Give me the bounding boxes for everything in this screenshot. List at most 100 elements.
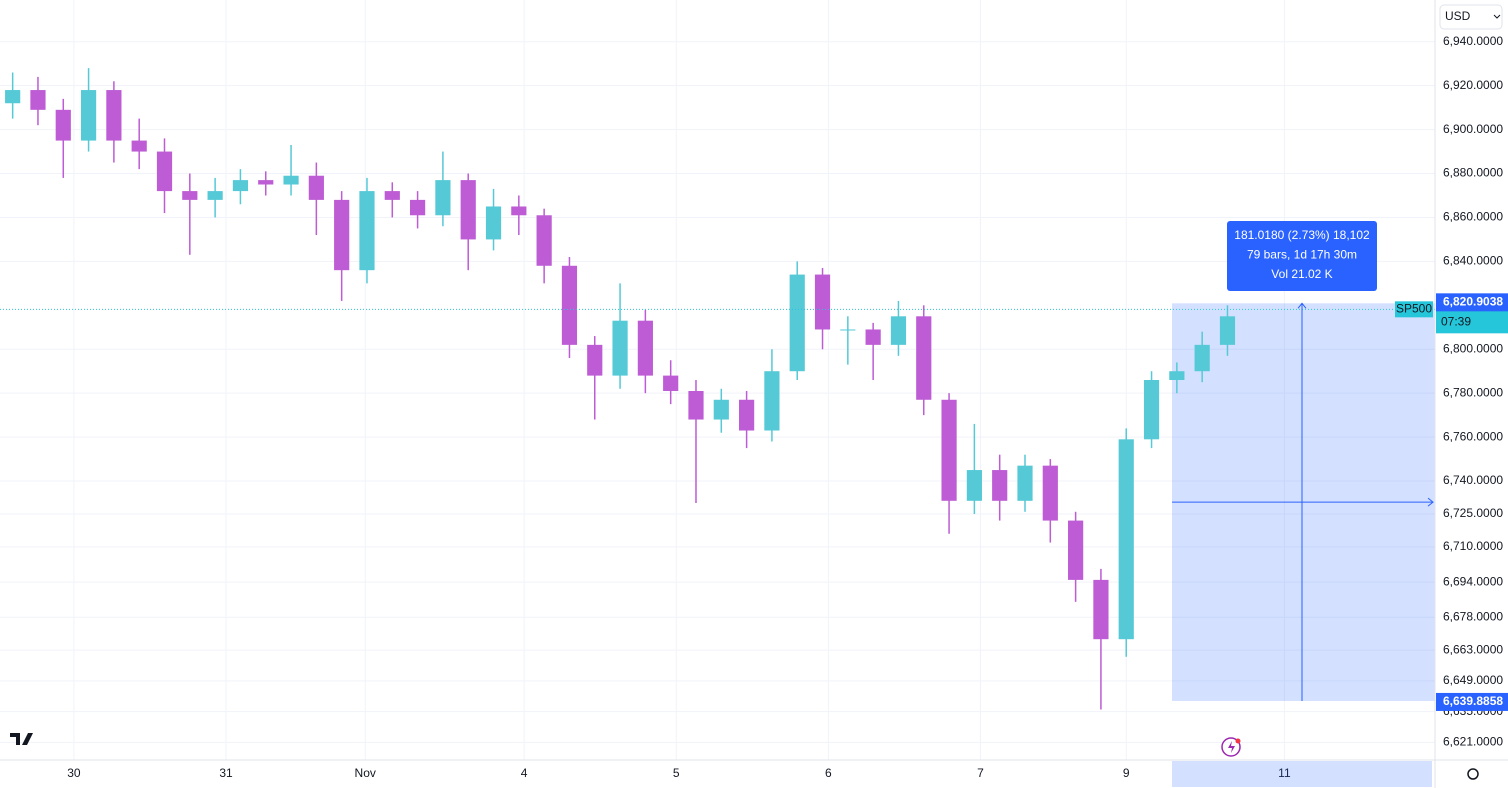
candle-body xyxy=(1169,371,1185,380)
x-tick-label: 5 xyxy=(673,766,680,780)
y-tick-label: 6,694.0000 xyxy=(1443,574,1503,588)
last-price-label: 6,820.9038 xyxy=(1443,295,1503,309)
candle-body xyxy=(30,90,46,110)
candle-body xyxy=(612,320,628,376)
candle-body xyxy=(5,90,21,104)
x-tick-label: 7 xyxy=(977,766,984,780)
candle-body xyxy=(587,344,603,376)
x-tick-label: 11 xyxy=(1278,766,1291,780)
y-tick-label: 6,621.0000 xyxy=(1443,735,1503,749)
measure-low-label: 6,639.8858 xyxy=(1443,694,1503,708)
y-tick-label: 6,880.0000 xyxy=(1443,166,1503,180)
y-tick-label: 6,940.0000 xyxy=(1443,34,1503,48)
dropdown-icon xyxy=(1493,14,1501,19)
price-box xyxy=(1436,293,1508,312)
candle-body xyxy=(1118,439,1134,640)
candle-body xyxy=(688,390,704,420)
candle-body xyxy=(1017,465,1033,501)
candle-body xyxy=(359,191,375,271)
x-tick-label: Nov xyxy=(355,766,376,780)
candle-body xyxy=(1194,344,1210,372)
candle-body xyxy=(460,180,476,240)
countdown-box xyxy=(1436,309,1508,334)
candle-body xyxy=(232,180,249,192)
x-tick-label: 4 xyxy=(521,766,528,780)
candle-body xyxy=(916,316,932,400)
candle-body xyxy=(941,399,957,501)
alert-bolt xyxy=(1228,741,1235,753)
symbol-tag xyxy=(1395,301,1433,318)
low-box xyxy=(1436,692,1508,711)
y-tick-label: 6,649.0000 xyxy=(1443,673,1503,687)
candle-body xyxy=(55,109,71,141)
currency-button[interactable] xyxy=(1439,4,1503,30)
candle-body xyxy=(713,399,729,420)
candle-body xyxy=(1143,380,1160,440)
candle-body xyxy=(334,199,350,271)
x-axis: 30 31 Nov 4 5 6 7 9 11 xyxy=(67,761,1432,787)
currency: USD xyxy=(1445,9,1471,23)
candle-body xyxy=(258,180,274,185)
candle-body xyxy=(789,274,805,372)
y-tick-label: 6,740.0000 xyxy=(1443,473,1503,487)
candle-body xyxy=(156,151,173,192)
measure-tooltip xyxy=(1227,221,1377,291)
candle-body xyxy=(410,199,426,216)
x-tick-label: 9 xyxy=(1123,766,1130,780)
candle-body xyxy=(966,470,982,501)
candle-body xyxy=(1042,465,1058,521)
y-tick-label: 6,710.0000 xyxy=(1443,539,1503,553)
candle-body xyxy=(663,375,679,391)
candle-body xyxy=(561,265,578,345)
candle-body xyxy=(536,215,552,266)
candle-body xyxy=(182,191,198,200)
candle-body xyxy=(739,399,755,431)
arrow-right xyxy=(1427,497,1434,507)
candle-body xyxy=(1219,316,1236,345)
y-tick-label: 6,840.0000 xyxy=(1443,254,1503,268)
candle-body xyxy=(80,90,97,141)
candle-body xyxy=(865,329,881,345)
candle-body xyxy=(283,175,299,185)
y-tick-label: 6,900.0000 xyxy=(1443,122,1503,136)
y-axis: 6,940.0000 6,920.0000 6,900.0000 6,880.0000… xyxy=(1436,34,1508,749)
measure-text: Vol 21.02 K xyxy=(1271,267,1332,281)
grid xyxy=(0,0,1435,760)
alert-icon[interactable] xyxy=(1221,737,1241,757)
y-tick-label: 6,800.0000 xyxy=(1443,341,1503,355)
measure-x-range xyxy=(1172,761,1432,787)
measure-text: 79 bars, 1d 17h 30m xyxy=(1247,248,1357,262)
y-tick-label: 6,860.0000 xyxy=(1443,210,1503,224)
y-tick-label: 6,780.0000 xyxy=(1443,385,1503,399)
settings-icon[interactable] xyxy=(1467,768,1479,780)
overlay: 181.0180 (2.73%) 18,102 79 bars, 1d 17h 3… xyxy=(0,221,1435,701)
countdown: 07:39 xyxy=(1441,315,1471,329)
alert-dot xyxy=(1235,738,1241,744)
candle-body xyxy=(637,320,653,376)
x-tick-label: 6 xyxy=(825,766,832,780)
symbol-label: SP500 xyxy=(1396,302,1432,316)
x-tick-label: 31 xyxy=(219,766,233,780)
candle-body xyxy=(511,206,527,216)
candle-body xyxy=(992,470,1008,501)
candle-body xyxy=(840,329,856,331)
candle-body xyxy=(1068,520,1084,580)
x-tick-label: 30 xyxy=(67,766,81,780)
candle-body xyxy=(308,175,324,200)
candle-body xyxy=(814,274,831,330)
candle-body xyxy=(384,191,400,200)
y-tick-label: 6,678.0000 xyxy=(1443,609,1503,623)
measure-text: 181.0180 (2.73%) 18,102 xyxy=(1234,228,1370,242)
candle-body xyxy=(485,206,502,240)
y-tick-label: 6,725.0000 xyxy=(1443,506,1503,520)
y-tick-label: 6,760.0000 xyxy=(1443,429,1503,443)
candles xyxy=(5,68,1236,710)
candle-body xyxy=(1093,579,1109,640)
candle-body xyxy=(207,191,223,200)
candle-body xyxy=(764,371,780,431)
arrow-up xyxy=(1297,302,1307,309)
y-tick-label: 6,920.0000 xyxy=(1443,78,1503,92)
candle-body xyxy=(435,180,451,216)
